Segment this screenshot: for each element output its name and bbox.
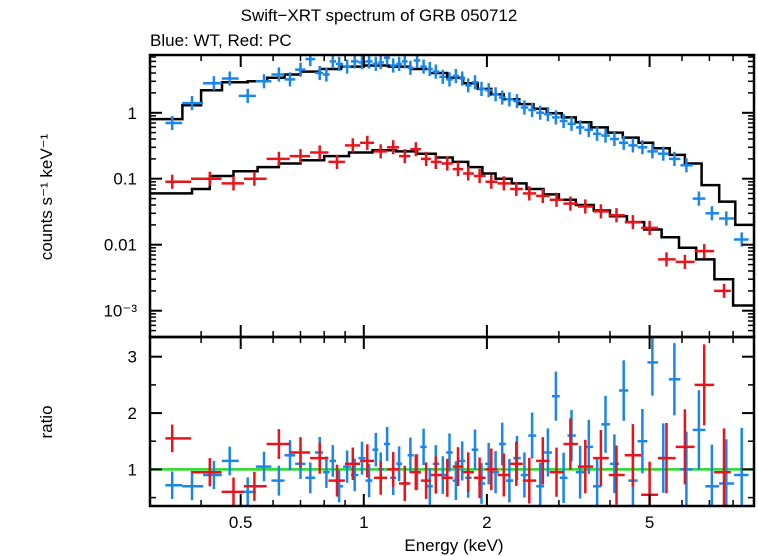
model-line-pc: [150, 149, 754, 307]
chart-subtitle: Blue: WT, Red: PC: [150, 31, 292, 50]
axes-frame: 0.5 1 2 5 1 0.1 0.01 10⁻³ 1 2 3: [103, 53, 756, 532]
y-tick-label: 2: [128, 404, 137, 423]
axis-labels: counts s⁻¹ keV⁻¹ ratio Energy (keV): [37, 133, 504, 555]
ratio-panel: [150, 337, 754, 506]
ratio-frame: [148, 335, 756, 508]
x-tick-label: 1: [359, 513, 368, 532]
x-tick-label: 5: [645, 513, 654, 532]
y-tick-label: 0.01: [104, 236, 137, 255]
x-tick-label: 0.5: [229, 513, 253, 532]
spectrum-frame: [148, 53, 756, 339]
spectrum-panel: [150, 55, 754, 307]
x-axis-label: Energy (keV): [404, 536, 503, 555]
y-tick-label: 1: [128, 460, 137, 479]
y-axis-label-spectrum: counts s⁻¹ keV⁻¹: [37, 133, 56, 260]
y-tick-label: 10⁻³: [103, 302, 137, 321]
y-tick-label: 3: [128, 348, 137, 367]
model-line-wt: [150, 64, 754, 227]
y-tick-label: 0.1: [113, 170, 137, 189]
y-tick-label: 1: [128, 104, 137, 123]
chart-title: Swift−XRT spectrum of GRB 050712: [240, 6, 518, 25]
x-tick-label: 2: [482, 513, 491, 532]
y-axis-label-ratio: ratio: [37, 405, 56, 438]
